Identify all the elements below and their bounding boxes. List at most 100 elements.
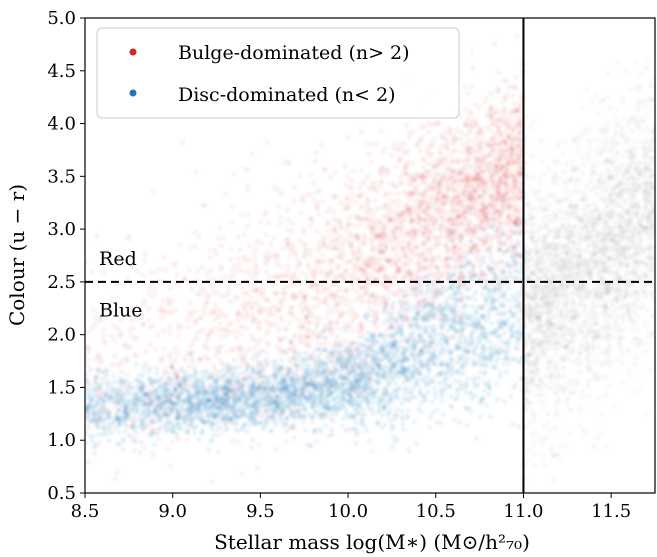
data-point — [370, 220, 375, 225]
data-point — [516, 124, 521, 130]
data-point — [459, 221, 464, 226]
data-point — [470, 65, 475, 71]
data-point — [140, 272, 145, 278]
data-point — [518, 114, 523, 119]
data-point — [132, 353, 137, 358]
data-point — [352, 262, 358, 267]
data-point — [365, 224, 370, 230]
data-point — [417, 204, 422, 209]
data-point — [404, 284, 410, 289]
data-point — [184, 317, 189, 322]
data-point — [334, 236, 339, 241]
data-point — [245, 187, 250, 193]
data-point — [490, 147, 496, 152]
data-point — [201, 310, 206, 315]
data-point — [159, 315, 164, 320]
data-point — [230, 439, 235, 444]
data-point — [426, 173, 431, 178]
data-point — [114, 326, 119, 331]
data-point — [449, 174, 455, 179]
data-point — [502, 181, 507, 186]
data-point — [278, 357, 284, 362]
data-point — [431, 137, 436, 142]
data-point — [441, 176, 447, 181]
data-point — [287, 311, 292, 316]
data-point — [248, 347, 253, 352]
data-point — [239, 212, 245, 217]
data-point — [316, 321, 321, 326]
data-point — [303, 350, 309, 356]
data-point — [190, 349, 196, 355]
data-point — [409, 331, 414, 337]
data-point — [134, 317, 140, 322]
data-point — [376, 270, 382, 275]
data-point — [304, 334, 309, 339]
data-point — [452, 417, 457, 422]
data-point — [122, 356, 127, 362]
data-point — [251, 320, 257, 325]
data-point — [453, 378, 458, 384]
data-point — [197, 329, 203, 334]
data-point — [186, 325, 191, 330]
data-point — [404, 123, 409, 128]
data-point — [450, 133, 456, 139]
data-point — [448, 153, 453, 158]
data-point — [134, 269, 140, 275]
data-point — [463, 84, 468, 90]
data-point — [257, 340, 262, 346]
data-point — [171, 298, 176, 303]
data-point — [485, 211, 490, 216]
data-point — [356, 276, 361, 282]
data-point — [168, 356, 173, 361]
data-point — [168, 331, 173, 336]
data-point — [300, 419, 306, 424]
data-point — [215, 290, 220, 295]
data-point — [168, 463, 173, 469]
data-point — [364, 140, 369, 145]
data-point — [327, 285, 332, 291]
data-point — [284, 428, 289, 434]
data-point — [493, 218, 498, 223]
data-point — [325, 234, 331, 239]
data-point — [264, 256, 269, 261]
data-point — [374, 142, 379, 147]
data-point — [228, 299, 234, 304]
data-point — [99, 358, 104, 363]
data-point — [296, 355, 302, 361]
data-point — [507, 236, 512, 241]
data-point — [334, 319, 340, 325]
data-point — [277, 221, 283, 226]
data-point — [437, 187, 442, 192]
data-point — [490, 174, 495, 180]
data-point — [153, 288, 158, 294]
data-point — [312, 330, 317, 336]
data-point — [215, 351, 221, 356]
data-point — [364, 288, 370, 293]
data-point — [337, 273, 342, 279]
data-point — [407, 197, 413, 202]
data-point — [188, 314, 193, 320]
data-point — [496, 181, 501, 186]
data-point — [432, 386, 437, 391]
data-point — [514, 135, 519, 140]
data-point — [489, 90, 494, 96]
data-point — [267, 274, 272, 280]
data-point — [462, 182, 467, 187]
data-point — [413, 171, 418, 177]
data-point — [462, 242, 467, 248]
data-point — [378, 238, 383, 243]
data-point — [499, 221, 504, 226]
data-point — [489, 320, 494, 325]
data-point — [377, 244, 382, 249]
data-point — [424, 181, 429, 186]
data-point — [361, 217, 366, 222]
data-point — [238, 247, 243, 253]
data-point — [452, 137, 458, 142]
data-point — [452, 265, 457, 270]
data-point — [493, 164, 498, 169]
data-point — [280, 273, 286, 278]
data-point — [495, 191, 501, 197]
data-point — [382, 282, 387, 288]
data-point — [474, 435, 479, 441]
data-point — [384, 317, 390, 323]
